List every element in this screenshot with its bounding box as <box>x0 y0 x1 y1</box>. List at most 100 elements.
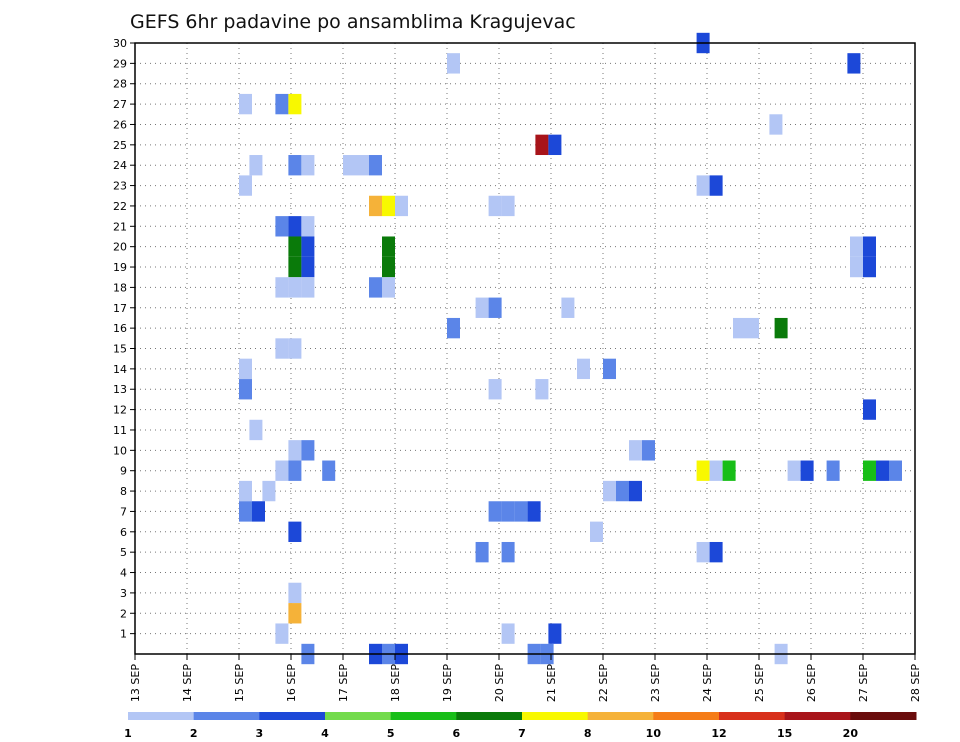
precip-cell <box>696 175 710 196</box>
precip-cell <box>876 460 889 481</box>
precip-cell <box>275 277 289 298</box>
precip-cell <box>288 338 302 359</box>
y-tick-label: 7 <box>120 505 127 518</box>
precip-cell <box>288 93 302 115</box>
precip-cell <box>239 379 252 400</box>
precip-cell <box>369 155 382 176</box>
precip-cell <box>629 480 642 502</box>
precip-cell <box>850 256 863 278</box>
precip-cell <box>514 501 528 522</box>
precip-cell <box>488 501 502 522</box>
precip-cell <box>850 236 863 257</box>
legend-swatch <box>784 712 851 720</box>
precip-cell <box>577 358 590 380</box>
x-tick-label: 18 SEP <box>389 664 402 702</box>
legend-label: 1 <box>124 727 132 740</box>
precip-cell <box>249 155 263 176</box>
precip-cell <box>239 93 252 115</box>
precip-cell <box>288 216 302 237</box>
y-tick-label: 27 <box>113 98 127 111</box>
precip-cell <box>774 317 788 339</box>
y-tick-label: 3 <box>120 587 127 600</box>
precip-cell <box>527 501 541 522</box>
precip-cell <box>288 603 302 624</box>
precip-cell <box>889 460 902 481</box>
x-tick-label: 27 SEP <box>857 664 870 702</box>
y-tick-label: 18 <box>113 281 127 294</box>
precip-cell <box>696 541 710 563</box>
precip-cell <box>301 256 315 278</box>
legend-label: 6 <box>453 727 461 740</box>
legend-swatch <box>719 712 786 720</box>
precip-cell <box>863 256 876 278</box>
y-tick-label: 8 <box>120 485 127 498</box>
y-tick-label: 25 <box>113 139 127 152</box>
precip-cell <box>301 277 315 298</box>
chart-title: GEFS 6hr padavine po ansamblima Kragujev… <box>130 11 576 33</box>
precip-cell <box>447 317 460 339</box>
precip-cell <box>722 460 736 481</box>
precip-cell <box>590 521 603 542</box>
y-axis: 1234567891011121314151617181920212223242… <box>113 37 135 641</box>
y-tick-label: 16 <box>113 322 127 335</box>
precip-cell <box>863 460 876 481</box>
y-tick-label: 13 <box>113 383 127 396</box>
legend-label: 5 <box>387 727 395 740</box>
x-tick-label: 19 SEP <box>441 664 454 702</box>
legend-swatch <box>325 712 392 720</box>
precip-cell <box>239 175 252 196</box>
precip-cell <box>475 297 489 318</box>
precip-cell <box>709 541 723 563</box>
precip-cell <box>288 521 302 542</box>
precip-cell <box>356 155 369 176</box>
precip-cell <box>696 460 710 481</box>
precip-cell <box>275 93 289 115</box>
y-tick-label: 17 <box>113 302 127 315</box>
y-tick-label: 29 <box>113 57 127 70</box>
x-tick-label: 23 SEP <box>649 664 662 702</box>
legend-label: 7 <box>518 727 526 740</box>
precip-cell <box>488 379 502 400</box>
precip-cell <box>488 195 502 217</box>
x-tick-label: 26 SEP <box>805 664 818 702</box>
y-tick-label: 15 <box>113 343 127 356</box>
legend-swatch <box>653 712 720 720</box>
precip-cell <box>616 480 629 502</box>
precip-cell <box>395 195 408 217</box>
y-tick-label: 5 <box>120 546 127 559</box>
x-tick-label: 22 SEP <box>597 664 610 702</box>
y-tick-label: 28 <box>113 78 127 91</box>
precip-cell <box>826 460 840 481</box>
precip-cell <box>769 114 783 135</box>
precip-cell <box>275 216 289 237</box>
x-tick-label: 28 SEP <box>909 664 922 702</box>
precip-cell <box>787 460 801 481</box>
y-tick-label: 21 <box>113 220 127 233</box>
legend-swatch <box>128 712 195 720</box>
precip-cell <box>301 155 315 176</box>
x-tick-label: 25 SEP <box>753 664 766 702</box>
precip-cell <box>863 236 876 257</box>
legend-label: 20 <box>843 727 859 740</box>
precip-cell <box>369 195 382 217</box>
precip-cell <box>847 53 861 74</box>
legend-label: 12 <box>711 727 726 740</box>
precip-cell <box>535 379 549 400</box>
y-tick-label: 6 <box>120 526 127 539</box>
precip-cell <box>548 623 562 644</box>
precipitation-cells <box>239 32 902 665</box>
x-tick-label: 21 SEP <box>545 664 558 702</box>
precip-cell <box>343 155 356 176</box>
precip-cell <box>301 236 315 257</box>
legend-label: 15 <box>777 727 792 740</box>
y-tick-label: 30 <box>113 37 127 50</box>
precip-cell <box>447 53 460 74</box>
precip-cell <box>733 317 746 339</box>
y-tick-label: 26 <box>113 118 127 131</box>
precip-cell <box>275 460 289 481</box>
precip-cell <box>288 236 302 257</box>
precip-cell <box>382 236 395 257</box>
precip-cell <box>249 419 263 441</box>
precip-cell <box>382 195 395 217</box>
